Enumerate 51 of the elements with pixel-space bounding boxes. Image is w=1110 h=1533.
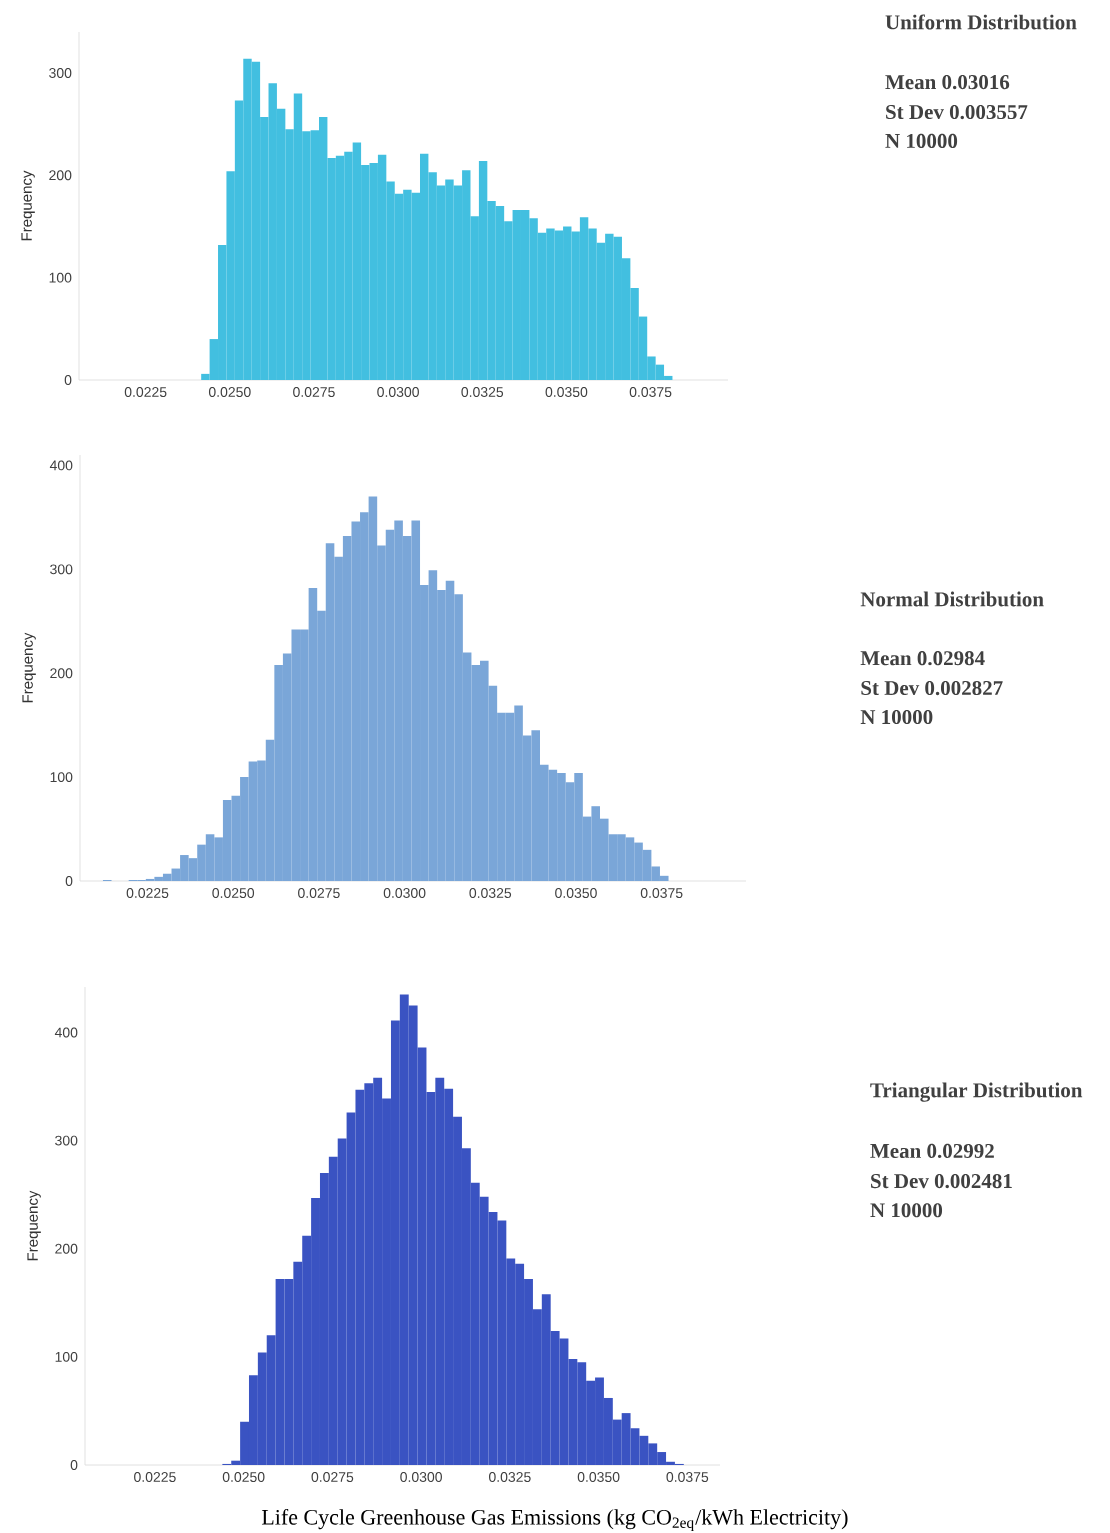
- y-tick-label: 100: [50, 772, 73, 783]
- x-tick-label: 0.0375: [666, 1472, 709, 1482]
- text: Triangular Distribution: [870, 1082, 1083, 1102]
- y-axis-title: Frequency: [21, 170, 35, 241]
- text: N 10000: [860, 709, 933, 725]
- x-tick-label: 0.0250: [208, 387, 251, 397]
- text: N 10000: [885, 133, 958, 149]
- y-axis-title: Frequency: [27, 1190, 41, 1261]
- text: Mean 0.02984: [860, 651, 985, 666]
- x-tick-label: 0.0225: [134, 1472, 176, 1482]
- x-tick-label: 0.0325: [461, 387, 504, 397]
- x-tick-label: 0.0225: [126, 888, 169, 898]
- y-tick-label: 300: [50, 564, 73, 575]
- y-tick-label: 400: [49, 460, 73, 471]
- text: Mean 0.02992: [870, 1143, 994, 1159]
- text: N 10000: [870, 1203, 943, 1218]
- x-tick-label: 0.0375: [629, 387, 672, 397]
- y-tick-label: 0: [64, 375, 72, 385]
- y-tick-label: 200: [49, 170, 72, 181]
- x-tick-label: 0.0350: [577, 1472, 620, 1482]
- text: St Dev 0.003557: [886, 104, 1028, 120]
- x-tick-label: 0.0375: [640, 888, 683, 898]
- y-tick-label: 100: [49, 272, 72, 283]
- x-tick-label: 0.0275: [293, 387, 335, 397]
- y-tick-label: 200: [50, 668, 73, 679]
- x-tick-label: 0.0225: [124, 387, 167, 397]
- y-axis-title: Frequency: [22, 632, 36, 703]
- y-tick-label: 200: [55, 1243, 78, 1254]
- text: Normal Distribution: [860, 591, 1044, 607]
- y-tick-label: 0: [70, 1460, 78, 1470]
- x-axis-title: Life Cycle Greenhouse Gas Emissions (kg CO$_{2eq}$/kWh Electricity): [261, 1508, 848, 1532]
- text: St Dev 0.002481: [871, 1173, 1012, 1189]
- x-tick-label: 0.0300: [400, 1472, 442, 1482]
- x-tick-label: 0.0325: [489, 1472, 531, 1482]
- x-tick-label: 0.0300: [377, 387, 419, 397]
- x-tick-label: 0.0325: [469, 888, 512, 898]
- x-tick-label: 0.0275: [298, 888, 340, 898]
- y-tick-label: 300: [55, 1135, 78, 1146]
- y-tick-label: 100: [55, 1351, 78, 1362]
- x-tick-label: 0.0300: [383, 888, 426, 898]
- x-tick-label: 0.0350: [555, 888, 597, 898]
- x-tick-label: 0.0250: [222, 1472, 265, 1482]
- y-tick-label: 400: [54, 1027, 78, 1038]
- text: Mean 0.03016: [885, 75, 1010, 90]
- text: St Dev 0.002827: [861, 680, 1003, 696]
- y-tick-label: 0: [65, 876, 73, 886]
- y-tick-label: 300: [49, 68, 72, 78]
- text: Uniform Distribution: [885, 14, 1077, 30]
- x-tick-label: 0.0350: [545, 387, 588, 397]
- x-tick-label: 0.0250: [212, 888, 255, 898]
- x-tick-label: 0.0275: [311, 1472, 354, 1482]
